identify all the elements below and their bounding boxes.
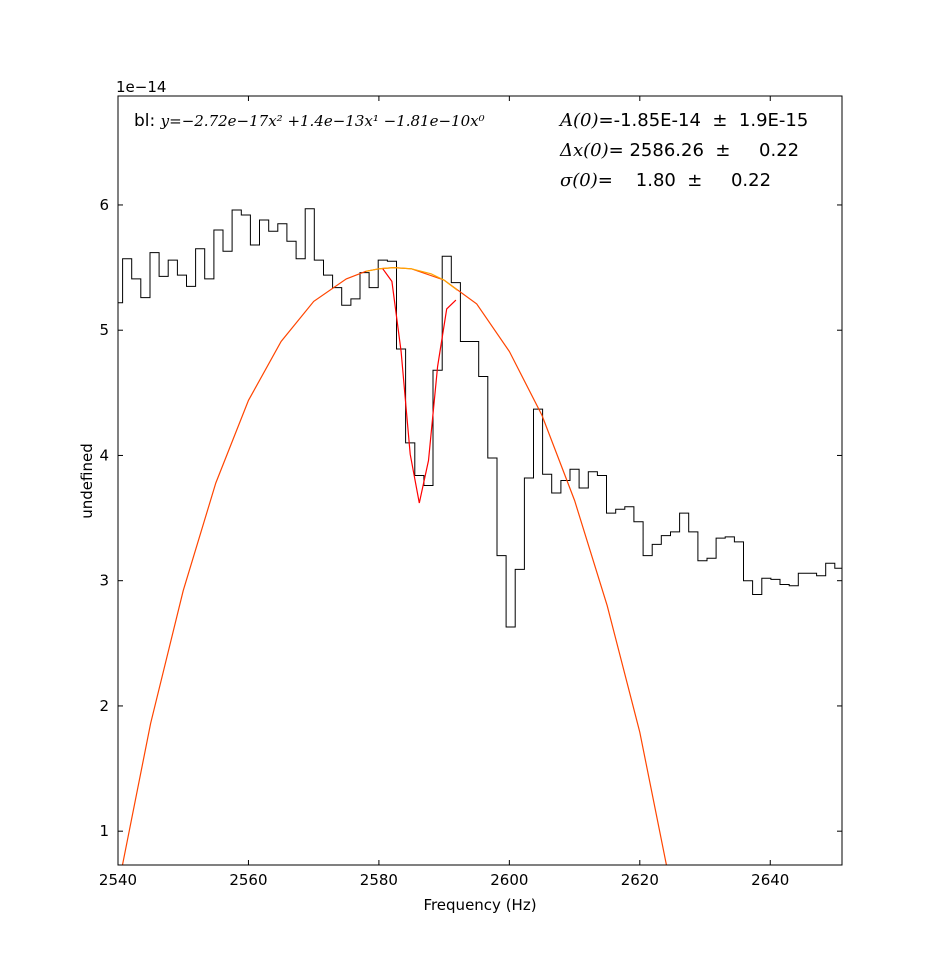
baseline-formula: y=−2.72e−17x² +1.4e−13x¹ −1.81e−10x⁰: [160, 112, 485, 130]
x-tick-label: 2540: [99, 871, 137, 889]
fit-parameters: A(0)=-1.85E-14 ± 1.9E-15 Δx(0)= 2586.26 …: [558, 110, 808, 191]
fit-param-width: σ(0)= 1.80 ± 0.22: [560, 170, 771, 191]
y-tick-label: 5: [99, 321, 109, 339]
fit-param-center-symbol: Δx(0): [559, 140, 609, 161]
x-tick-label: 2620: [621, 871, 659, 889]
x-axis-ticks: 2540 2560 2580 2600 2620 2640: [99, 96, 789, 889]
y-tick-label: 3: [99, 572, 109, 590]
plot-frame: [117, 95, 843, 866]
fit-param-amplitude-value: =-1.85E-14 ± 1.9E-15: [599, 110, 809, 131]
fit-param-width-symbol: σ(0): [560, 170, 598, 191]
baseline-curve: [121, 266, 668, 865]
y-tick-label: 2: [99, 697, 109, 715]
baseline-annotation: bl: y=−2.72e−17x² +1.4e−13x¹ −1.81e−10x⁰: [134, 111, 485, 131]
baseline-fit-region-curve: [365, 266, 458, 291]
y-offset-label: 1e−14: [116, 78, 166, 96]
fit-param-center-value: = 2586.26 ± 0.22: [609, 140, 799, 161]
x-tick-label: 2560: [229, 871, 267, 889]
plot-series: [118, 208, 842, 865]
y-tick-label: 4: [99, 446, 109, 464]
fit-param-amplitude: A(0)=-1.85E-14 ± 1.9E-15: [558, 110, 808, 131]
y-tick-label: 6: [99, 196, 109, 214]
x-tick-label: 2640: [751, 871, 789, 889]
y-axis-label: undefined: [78, 443, 96, 518]
y-tick-label: 1: [99, 822, 109, 840]
fit-param-width-value: = 1.80 ± 0.22: [598, 170, 771, 191]
fit-param-center: Δx(0)= 2586.26 ± 0.22: [559, 140, 799, 161]
y-axis-ticks: 1 2 3 4 5 6: [99, 196, 842, 840]
x-axis-label: Frequency (Hz): [423, 896, 536, 914]
x-tick-label: 2600: [490, 871, 528, 889]
model-fit-curve: [382, 268, 457, 504]
fit-param-amplitude-symbol: A(0): [558, 110, 599, 131]
x-tick-label: 2580: [360, 871, 398, 889]
spectrum-line: [118, 208, 842, 628]
baseline-label: bl:: [134, 111, 161, 131]
